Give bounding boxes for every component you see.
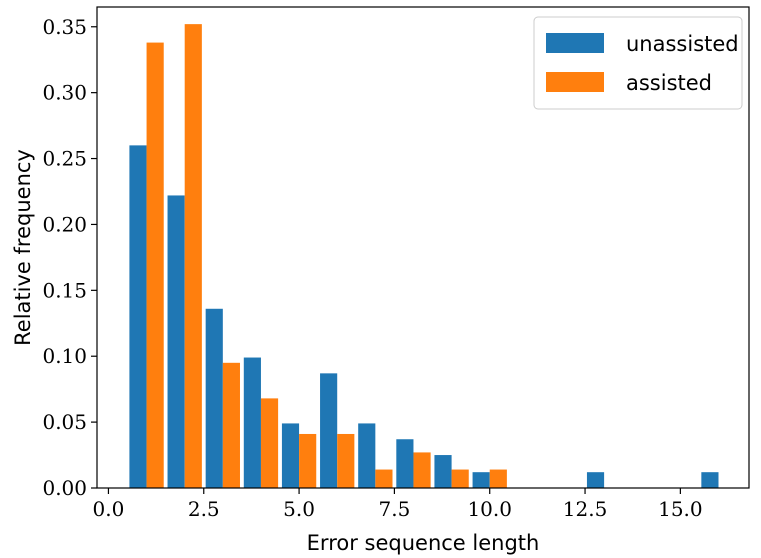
- x-tick-label: 15.0: [658, 497, 703, 521]
- bar-unassisted-16: [701, 472, 719, 488]
- legend-label-unassisted: unassisted: [626, 32, 739, 56]
- bar-unassisted-1: [129, 145, 147, 488]
- bar-assisted-6: [337, 433, 355, 488]
- y-tick-label: 0.20: [42, 212, 87, 236]
- bar-assisted-1: [146, 42, 164, 489]
- bar-assisted-10: [489, 469, 507, 488]
- legend: unassisted assisted: [533, 16, 743, 110]
- legend-frame: [533, 16, 743, 110]
- bar-unassisted-2: [167, 195, 185, 488]
- bars-group: [129, 24, 719, 489]
- x-tick-label: 7.5: [378, 497, 410, 521]
- y-tick-label: 0.10: [42, 344, 87, 368]
- x-axis-label: Error sequence length: [307, 531, 540, 555]
- y-tick-label: 0.30: [42, 81, 87, 105]
- bar-unassisted-9: [434, 455, 452, 488]
- bar-assisted-8: [413, 452, 431, 488]
- bar-assisted-5: [299, 433, 317, 488]
- bar-assisted-4: [260, 398, 279, 488]
- bar-unassisted-5: [281, 423, 300, 488]
- x-tick-label: 12.5: [563, 497, 608, 521]
- bar-assisted-7: [375, 469, 393, 488]
- legend-swatch-unassisted: [546, 33, 604, 53]
- legend-swatch-assisted: [546, 72, 604, 92]
- y-tick-label: 0.25: [42, 147, 87, 171]
- y-tick-label: 0.00: [42, 476, 87, 500]
- y-axis-label: Relative frequency: [11, 149, 35, 346]
- bar-unassisted-6: [320, 373, 338, 488]
- bar-assisted-9: [451, 469, 469, 488]
- bar-unassisted-3: [205, 308, 223, 488]
- bar-unassisted-4: [243, 357, 261, 488]
- x-tick-label: 0.0: [93, 497, 125, 521]
- bar-unassisted-13: [586, 472, 605, 488]
- y-axis-ticks: 0.00 0.05 0.10 0.15 0.20 0.25 0.30 0.35: [42, 15, 97, 500]
- bar-unassisted-10: [472, 472, 490, 488]
- bar-assisted-3: [222, 362, 240, 488]
- plot-frame: [96, 6, 750, 489]
- y-tick-label: 0.35: [42, 15, 87, 39]
- y-tick-label: 0.15: [42, 278, 87, 302]
- x-axis-ticks: 0.0 2.5 5.0 7.5 10.0 12.5 15.0: [93, 488, 703, 521]
- x-tick-label: 10.0: [467, 497, 512, 521]
- x-tick-label: 5.0: [283, 497, 315, 521]
- bar-assisted-2: [184, 24, 202, 489]
- bar-unassisted-8: [396, 439, 414, 488]
- x-tick-label: 2.5: [188, 497, 220, 521]
- legend-label-assisted: assisted: [626, 71, 712, 95]
- bar-unassisted-7: [358, 423, 376, 488]
- y-tick-label: 0.05: [42, 410, 87, 434]
